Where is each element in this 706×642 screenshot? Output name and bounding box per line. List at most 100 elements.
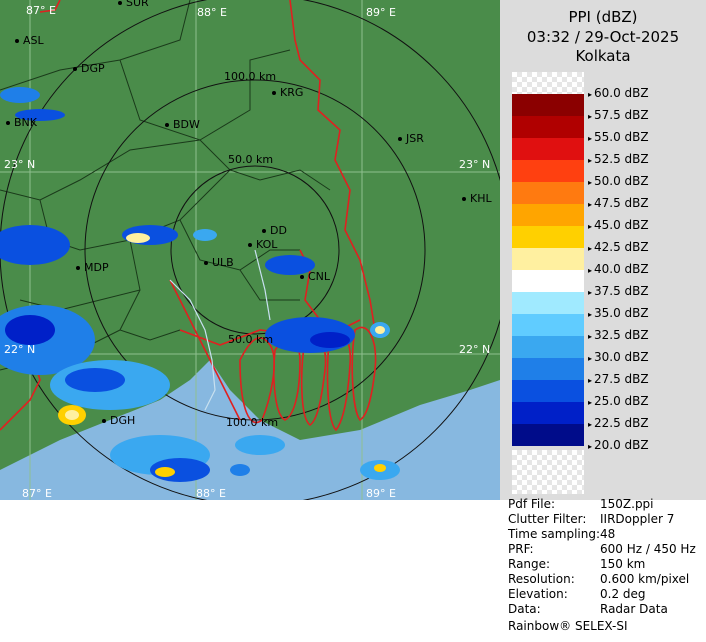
legend-pointer-icon: ▸ bbox=[588, 398, 593, 407]
legend-swatch bbox=[512, 314, 584, 336]
legend-swatch bbox=[512, 182, 584, 204]
info-key: Time sampling: bbox=[508, 527, 601, 541]
legend-label-text: 55.0 dBZ bbox=[594, 130, 649, 144]
place-label: KHL bbox=[470, 192, 492, 205]
legend-label: ▸ 37.5 dBZ bbox=[588, 284, 649, 298]
legend-pointer-icon: ▸ bbox=[588, 156, 593, 165]
place-dot-icon bbox=[6, 121, 10, 125]
ring-50km-lower-label: 50.0 km bbox=[228, 333, 274, 346]
legend-swatch bbox=[512, 424, 584, 446]
legend-pointer-icon: ▸ bbox=[588, 222, 593, 231]
info-value: Radar Data bbox=[600, 602, 668, 616]
place-dot-icon bbox=[118, 1, 122, 5]
legend-label: ▸ 52.5 dBZ bbox=[588, 152, 649, 166]
precipitation-echoes bbox=[0, 87, 400, 482]
legend-label: ▸ 27.5 dBZ bbox=[588, 372, 649, 386]
legend-swatch bbox=[512, 72, 584, 94]
place-label: DGH bbox=[110, 414, 136, 427]
legend-label: ▸ 60.0 dBZ bbox=[588, 86, 649, 100]
place-label: KOL bbox=[256, 238, 278, 251]
legend-swatch bbox=[512, 402, 584, 424]
place-kol: KOL bbox=[248, 238, 277, 251]
place-ulb: ULB bbox=[204, 256, 234, 269]
legend-swatch bbox=[512, 160, 584, 182]
place-label: KRG bbox=[280, 86, 304, 99]
legend-pointer-icon: ▸ bbox=[588, 200, 593, 209]
datetime-title: 03:32 / 29-Oct-2025 bbox=[526, 28, 680, 46]
info-value: 150 km bbox=[600, 557, 646, 571]
info-value: 600 Hz / 450 Hz bbox=[600, 542, 696, 556]
legend-pointer-icon: ▸ bbox=[588, 288, 593, 297]
legend-label: ▸ 42.5 dBZ bbox=[588, 240, 649, 254]
legend-pointer-icon: ▸ bbox=[588, 354, 593, 363]
legend-label-text: 27.5 dBZ bbox=[594, 372, 649, 386]
lon-89-bottom-label: 89° E bbox=[366, 487, 396, 500]
legend-pointer-icon: ▸ bbox=[588, 310, 593, 319]
legend-label-text: 32.5 dBZ bbox=[594, 328, 649, 342]
legend-pointer-icon: ▸ bbox=[588, 112, 593, 121]
place-bdw: BDW bbox=[165, 118, 200, 131]
place-label: ULB bbox=[212, 256, 234, 269]
place-bnk: BNK bbox=[6, 116, 37, 129]
legend-pointer-icon: ▸ bbox=[588, 376, 593, 385]
info-value: 0.600 km/pixel bbox=[600, 572, 690, 586]
info-value: 48 bbox=[600, 527, 616, 541]
lon-88-top-label: 88° E bbox=[197, 6, 227, 19]
legend-label: ▸ 35.0 dBZ bbox=[588, 306, 649, 320]
legend-label: ▸ 55.0 dBZ bbox=[588, 130, 649, 144]
legend-label-text: 20.0 dBZ bbox=[594, 438, 649, 452]
legend-label: ▸ 22.5 dBZ bbox=[588, 416, 649, 430]
place-dot-icon bbox=[204, 261, 208, 265]
radar-map[interactable]: 87° E 88° E 89° E 23° N 23° N 22° N 22° … bbox=[0, 0, 500, 500]
info-key: Pdf File: bbox=[508, 497, 556, 511]
lat-22-right-label: 22° N bbox=[459, 343, 491, 356]
legend-label-text: 47.5 dBZ bbox=[594, 196, 649, 210]
place-krg: KRG bbox=[272, 86, 303, 99]
legend-swatch bbox=[512, 116, 584, 138]
info-value: 0.2 deg bbox=[600, 587, 646, 601]
info-key: Clutter Filter: bbox=[508, 512, 587, 526]
place-dot-icon bbox=[102, 419, 106, 423]
legend-label-text: 52.5 dBZ bbox=[594, 152, 649, 166]
place-label: JSR bbox=[406, 132, 424, 145]
legend-label-text: 35.0 dBZ bbox=[594, 306, 649, 320]
place-dgp: DGP bbox=[73, 62, 105, 75]
legend-pointer-icon: ▸ bbox=[588, 420, 593, 429]
legend-label-text: 40.0 dBZ bbox=[594, 262, 649, 276]
legend-label: ▸ 32.5 dBZ bbox=[588, 328, 649, 342]
place-dot-icon bbox=[165, 123, 169, 127]
place-label: DD bbox=[270, 224, 287, 237]
rivers bbox=[169, 249, 271, 411]
place-label: ASL bbox=[23, 34, 44, 47]
legend-label-text: 22.5 dBZ bbox=[594, 416, 649, 430]
legend-swatch bbox=[512, 226, 584, 248]
place-sur: SUR bbox=[118, 0, 149, 9]
legend-label: ▸ 45.0 dBZ bbox=[588, 218, 649, 232]
place-dot-icon bbox=[398, 137, 402, 141]
lat-22-left-label: 22° N bbox=[4, 343, 36, 356]
place-dgh: DGH bbox=[102, 414, 135, 427]
place-label: BNK bbox=[14, 116, 37, 129]
legend-pointer-icon: ▸ bbox=[588, 134, 593, 143]
info-key: PRF: bbox=[508, 542, 534, 556]
place-label: SUR bbox=[126, 0, 149, 9]
place-dot-icon bbox=[76, 266, 80, 270]
legend-pointer-icon: ▸ bbox=[588, 266, 593, 275]
place-dot-icon bbox=[248, 243, 252, 247]
legend-swatch bbox=[512, 336, 584, 358]
legend-label-text: 25.0 dBZ bbox=[594, 394, 649, 408]
legend-label: ▸ 57.5 dBZ bbox=[588, 108, 649, 122]
ring-50km-upper-label: 50.0 km bbox=[228, 153, 274, 166]
legend-label: ▸ 40.0 dBZ bbox=[588, 262, 649, 276]
legend-label-text: 60.0 dBZ bbox=[594, 86, 649, 100]
legend-label-text: 57.5 dBZ bbox=[594, 108, 649, 122]
info-key: Elevation: bbox=[508, 587, 568, 601]
legend-pointer-icon: ▸ bbox=[588, 332, 593, 341]
legend-label-text: 37.5 dBZ bbox=[594, 284, 649, 298]
legend-swatch bbox=[512, 248, 584, 270]
legend-label: ▸ 20.0 dBZ bbox=[588, 438, 649, 452]
place-dd: DD bbox=[262, 224, 287, 237]
radar-map-graphics bbox=[0, 0, 500, 500]
lon-87-bottom-label: 87° E bbox=[22, 487, 52, 500]
legend-pointer-icon: ▸ bbox=[588, 244, 593, 253]
